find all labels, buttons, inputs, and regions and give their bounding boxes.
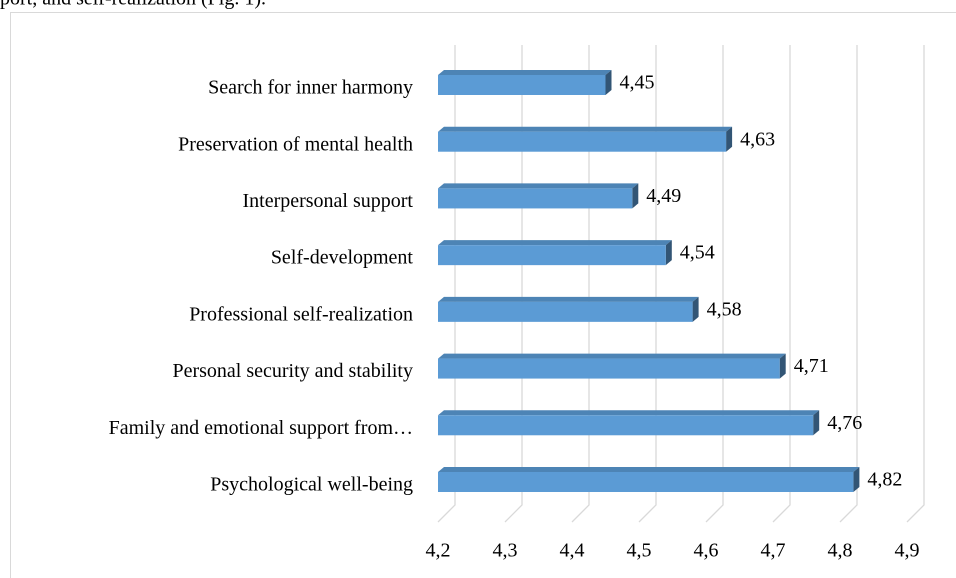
bar xyxy=(438,410,820,436)
x-tick-label: 4,2 xyxy=(426,540,451,562)
grid-line xyxy=(772,45,791,523)
data-label: 4,49 xyxy=(646,185,681,207)
bar xyxy=(438,296,699,322)
grid-line xyxy=(504,45,523,523)
data-label: 4,71 xyxy=(794,355,829,377)
bar-top xyxy=(438,183,639,189)
bar-side xyxy=(665,240,672,266)
bar xyxy=(438,70,612,95)
bar xyxy=(438,183,639,209)
bar-top xyxy=(438,410,820,416)
grid-line xyxy=(638,45,657,523)
x-tick-label: 4,7 xyxy=(761,540,786,562)
x-tick-label: 4,9 xyxy=(895,540,920,562)
bar-front xyxy=(438,245,666,266)
bar xyxy=(438,240,672,266)
bar-front xyxy=(438,301,693,322)
data-label: 4,58 xyxy=(707,298,742,320)
bar-front xyxy=(438,75,606,95)
bar-top xyxy=(438,353,786,359)
y-tick-label: Self-development xyxy=(271,247,414,269)
data-label: 4,76 xyxy=(827,412,862,434)
bar-front xyxy=(438,472,854,492)
bar-top xyxy=(438,240,672,246)
data-label: 4,63 xyxy=(740,128,775,150)
bar-side xyxy=(692,296,699,322)
bar-top xyxy=(438,467,860,472)
bar-side xyxy=(605,70,612,95)
grid-line xyxy=(571,45,590,523)
y-tick-label: Psychological well-being xyxy=(210,474,413,496)
bar-side xyxy=(779,353,786,379)
bar-top xyxy=(438,126,733,132)
bar xyxy=(438,467,860,492)
data-label: 4,82 xyxy=(867,469,902,491)
bar-side xyxy=(813,410,820,436)
data-label: 4,45 xyxy=(620,72,655,94)
grid-line xyxy=(437,45,456,523)
chart-border xyxy=(10,12,956,578)
x-tick-label: 4,3 xyxy=(493,540,518,562)
grid-line xyxy=(906,45,925,523)
bar-side xyxy=(853,467,860,492)
bar-side xyxy=(726,126,733,152)
y-tick-label: Family and emotional support from… xyxy=(109,417,413,439)
y-tick-label: Personal security and stability xyxy=(172,360,413,382)
bar-front xyxy=(438,131,727,152)
x-tick-label: 4,6 xyxy=(694,540,719,562)
x-tick-label: 4,8 xyxy=(828,540,853,562)
header-text: pport, and self-realization (Fig. 1). xyxy=(0,0,266,10)
x-tick-label: 4,5 xyxy=(627,540,652,562)
bar-top xyxy=(438,70,612,75)
bar xyxy=(438,353,786,379)
y-tick-label: Professional self-realization xyxy=(189,303,413,325)
y-tick-label: Preservation of mental health xyxy=(178,133,413,155)
data-label: 4,54 xyxy=(680,242,715,264)
x-tick-label: 4,4 xyxy=(560,540,585,562)
bar-front xyxy=(438,358,780,379)
bar-front xyxy=(438,188,633,209)
y-tick-label: Interpersonal support xyxy=(242,190,413,212)
y-tick-label: Search for inner harmony xyxy=(208,77,413,99)
bar-front xyxy=(438,415,814,436)
grid-line xyxy=(705,45,724,523)
bar-side xyxy=(632,183,639,209)
bar-top xyxy=(438,296,699,302)
bar xyxy=(438,126,733,152)
grid-line xyxy=(839,45,858,523)
